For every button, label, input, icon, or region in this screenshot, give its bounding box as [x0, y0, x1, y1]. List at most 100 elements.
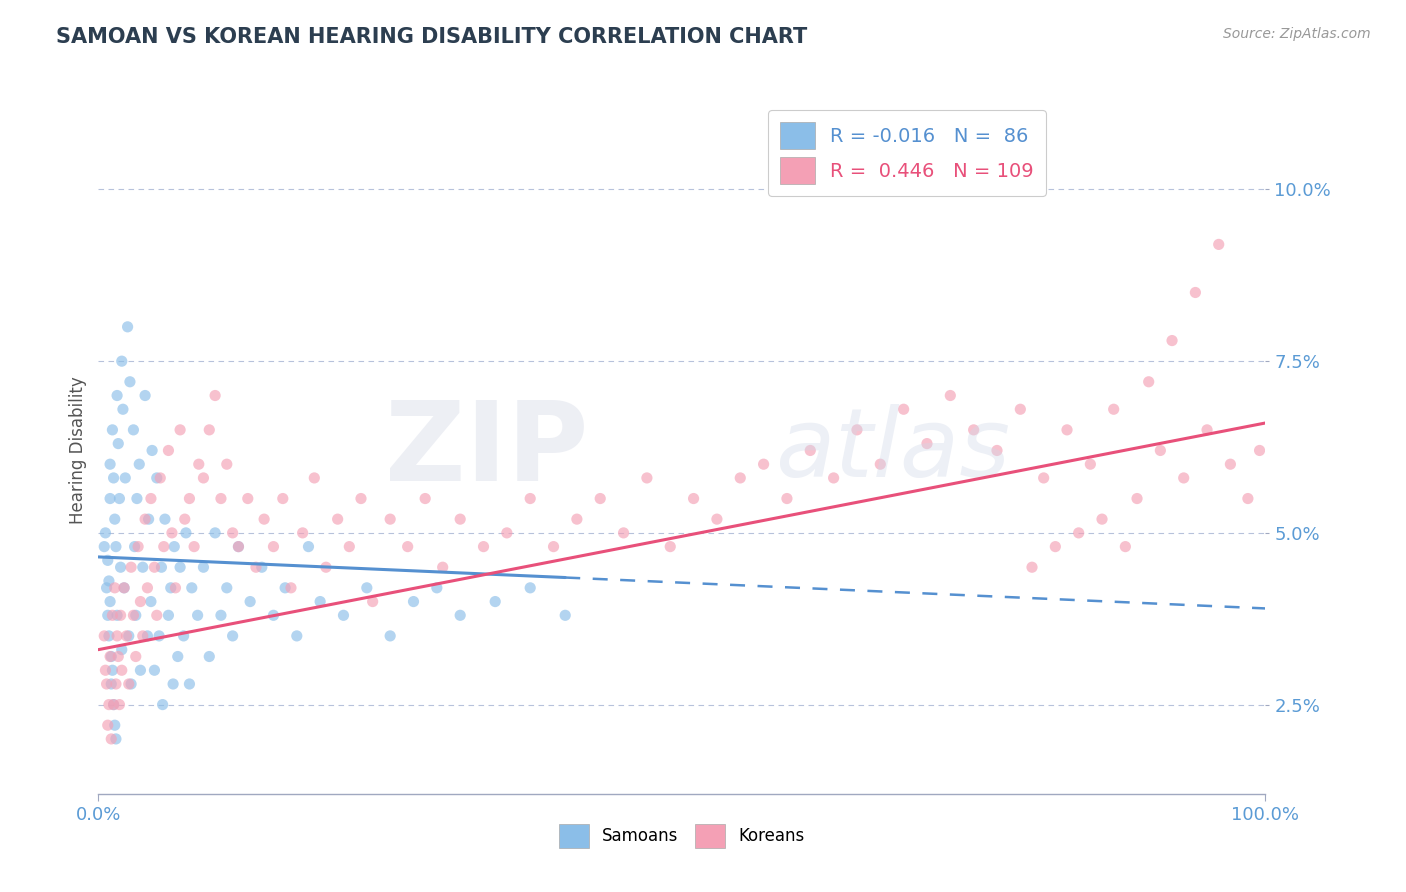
Point — [97, 608, 120, 623]
Point — [128, 457, 150, 471]
Point — [304, 471, 326, 485]
Point — [132, 560, 155, 574]
Point — [554, 608, 576, 623]
Point — [1091, 512, 1114, 526]
Point — [153, 512, 176, 526]
Point — [1149, 443, 1171, 458]
Point — [496, 525, 519, 540]
Point — [285, 629, 308, 643]
Point — [103, 698, 125, 712]
Text: ZIP: ZIP — [385, 397, 589, 504]
Point — [1102, 402, 1125, 417]
Point — [613, 525, 636, 540]
Point — [118, 375, 141, 389]
Point — [350, 491, 373, 506]
Point — [309, 594, 332, 608]
Point — [1219, 457, 1241, 471]
Point — [98, 457, 121, 471]
Point — [939, 388, 962, 402]
Point — [143, 663, 166, 677]
Point — [97, 698, 120, 712]
Point — [105, 629, 128, 643]
Point — [396, 540, 419, 554]
Point — [111, 354, 134, 368]
Point — [356, 581, 378, 595]
Point — [97, 574, 120, 588]
Text: Source: ZipAtlas.com: Source: ZipAtlas.com — [1223, 27, 1371, 41]
Point — [132, 629, 155, 643]
Point — [96, 677, 118, 691]
Point — [1161, 334, 1184, 348]
Point — [472, 540, 495, 554]
Point — [204, 388, 226, 402]
Point — [100, 677, 122, 691]
Point — [122, 608, 145, 623]
Point — [93, 540, 115, 554]
Point — [150, 560, 173, 574]
Point — [110, 560, 132, 574]
Point — [245, 560, 267, 574]
Point — [380, 629, 402, 643]
Point — [1032, 471, 1054, 485]
Point — [114, 471, 136, 485]
Point — [112, 581, 135, 595]
Point — [1195, 423, 1218, 437]
Point — [136, 629, 159, 643]
Point — [332, 608, 354, 623]
Point — [180, 581, 202, 595]
Point — [253, 512, 276, 526]
Point — [1114, 540, 1136, 554]
Point — [149, 471, 172, 485]
Point — [986, 443, 1008, 458]
Point — [449, 608, 471, 623]
Point — [101, 608, 124, 623]
Point — [93, 629, 115, 643]
Point — [1184, 285, 1206, 300]
Point — [274, 581, 297, 595]
Point — [146, 471, 169, 485]
Point — [98, 594, 121, 608]
Point — [108, 491, 131, 506]
Point — [193, 560, 215, 574]
Point — [221, 629, 243, 643]
Point — [120, 677, 142, 691]
Point — [129, 663, 152, 677]
Point — [111, 402, 134, 417]
Point — [152, 540, 174, 554]
Point — [413, 491, 436, 506]
Point — [100, 649, 122, 664]
Point — [139, 491, 162, 506]
Point — [105, 608, 128, 623]
Point — [124, 540, 146, 554]
Point — [730, 471, 752, 485]
Point — [449, 512, 471, 526]
Point — [1045, 540, 1067, 554]
Point — [104, 731, 127, 746]
Point — [361, 594, 384, 608]
Point — [169, 560, 191, 574]
Point — [565, 512, 588, 526]
Point — [97, 629, 120, 643]
Point — [100, 731, 122, 746]
Point — [337, 540, 360, 554]
Point — [228, 540, 250, 554]
Point — [682, 491, 704, 506]
Point — [94, 525, 117, 540]
Point — [187, 457, 209, 471]
Point — [823, 471, 845, 485]
Point — [174, 525, 197, 540]
Point — [162, 677, 184, 691]
Point — [104, 581, 127, 595]
Point — [636, 471, 658, 485]
Point — [107, 649, 129, 664]
Point — [97, 553, 120, 567]
Point — [118, 677, 141, 691]
Point — [173, 512, 195, 526]
Point — [193, 471, 215, 485]
Point — [103, 698, 125, 712]
Point — [143, 560, 166, 574]
Point — [107, 436, 129, 450]
Point — [110, 608, 132, 623]
Point — [204, 525, 226, 540]
Point — [111, 663, 134, 677]
